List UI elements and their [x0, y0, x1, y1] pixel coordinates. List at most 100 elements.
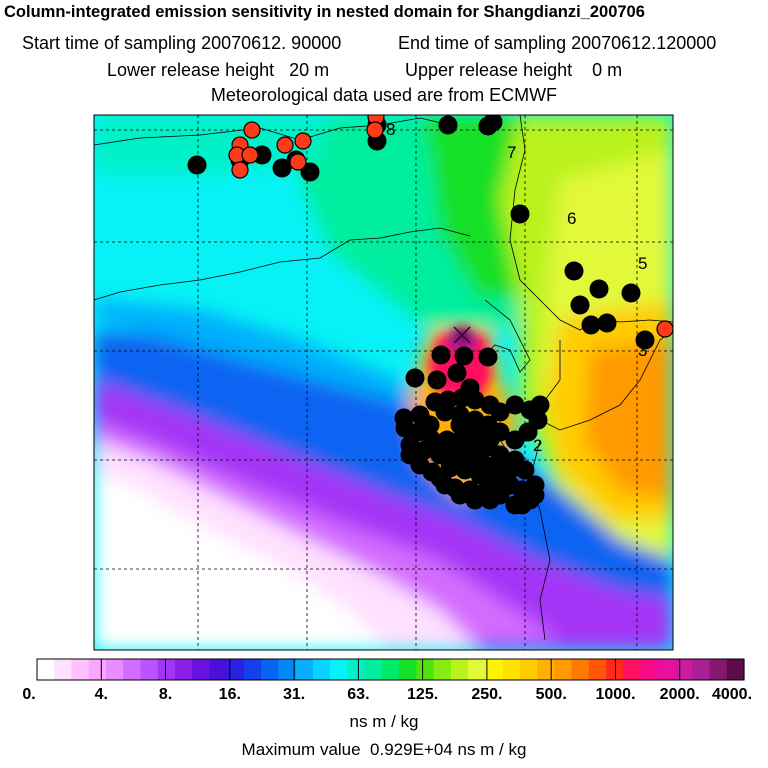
- particle-marker-black: [505, 430, 525, 450]
- colorbar-swatch: [140, 659, 159, 680]
- particle-marker-red: [231, 161, 249, 179]
- particle-marker-black: [581, 315, 601, 335]
- particle-marker-black: [505, 395, 525, 415]
- colorbar-swatch: [71, 659, 90, 680]
- particle-marker-black: [431, 345, 451, 365]
- colorbar-swatch: [37, 659, 55, 680]
- particle-marker-black: [465, 390, 485, 410]
- contour-label-8: 8: [386, 120, 395, 139]
- colorbar-swatch: [88, 659, 107, 680]
- particle-marker-black: [465, 490, 485, 510]
- particle-marker-black: [405, 368, 425, 388]
- particle-marker-black: [272, 158, 292, 178]
- colorbar-swatch: [157, 659, 176, 680]
- release-site-marker: [453, 326, 471, 344]
- particle-marker-black: [252, 145, 272, 165]
- colorbar-swatch: [243, 659, 262, 680]
- particle-marker-black: [447, 363, 467, 383]
- particle-marker-black: [512, 495, 532, 515]
- particle-marker-black: [635, 330, 655, 350]
- particle-marker-black: [435, 402, 455, 422]
- particle-marker-black: [454, 346, 474, 366]
- particle-marker-red: [243, 121, 261, 139]
- colorbar-swatch: [433, 659, 452, 680]
- colorbar-swatch: [692, 659, 711, 680]
- colorbar-unit: ns m / kg: [349, 712, 419, 731]
- colorbar-tick-label: 4000.: [712, 686, 752, 703]
- colorbar-swatch: [381, 659, 400, 680]
- particle-marker-black: [470, 465, 490, 485]
- particle-marker-black: [478, 347, 498, 367]
- colorbar-swatch: [399, 659, 417, 680]
- colorbar-swatch: [364, 659, 383, 680]
- colorbar-swatch: [485, 659, 504, 680]
- particle-marker-black: [485, 455, 505, 475]
- particle-marker-black: [438, 115, 458, 135]
- colorbar-swatch: [519, 659, 538, 680]
- particle-marker-black: [470, 450, 490, 470]
- colorbar-swatch: [709, 659, 728, 680]
- colorbar-tick-label: 31.: [283, 686, 305, 703]
- colorbar-tick-label: 16.: [219, 686, 241, 703]
- colorbar-swatch: [54, 659, 73, 680]
- max-value-label: Maximum value: [241, 740, 361, 759]
- colorbar-swatch: [588, 659, 607, 680]
- particle-marker-black: [422, 430, 442, 450]
- particle-marker-black: [300, 162, 320, 182]
- upper-value: 0 m: [592, 60, 623, 80]
- map-grid: [94, 115, 673, 650]
- colorbar-swatch: [450, 659, 469, 680]
- chart-title: Column-integrated emission sensitivity i…: [4, 3, 645, 21]
- particle-marker-black: [422, 462, 442, 482]
- particle-marker-black: [515, 460, 535, 480]
- particle-marker-black: [589, 279, 609, 299]
- colorbar-tick-label: 0.: [22, 686, 35, 703]
- colorbar-swatch: [502, 659, 521, 680]
- colorbar-swatch: [554, 659, 573, 680]
- colorbar-swatch: [537, 659, 555, 680]
- colorbar-swatch: [675, 659, 693, 680]
- particle-marker-black: [452, 428, 472, 448]
- particle-marker-black: [480, 430, 500, 450]
- contour-label-3: 3: [638, 341, 647, 360]
- colorbar-swatch: [726, 659, 745, 680]
- particle-marker-red: [289, 153, 307, 171]
- particle-marker-red: [294, 132, 312, 150]
- particle-marker-black: [465, 410, 485, 430]
- colorbar-swatch: [657, 659, 676, 680]
- particle-marker-black: [621, 283, 641, 303]
- particle-marker-red: [656, 320, 673, 338]
- particle-marker-red: [241, 146, 259, 164]
- colorbar-tick-label: 63.: [347, 686, 369, 703]
- particle-marker-black: [530, 395, 550, 415]
- particle-marker-black: [427, 370, 447, 390]
- particle-marker-black: [597, 313, 617, 333]
- end-label: End time of sampling: [398, 33, 567, 53]
- colorbar-tick-label: 250.: [471, 686, 502, 703]
- contour-labels: 8 7 6 5 3 2: [386, 120, 647, 455]
- particle-marker-black: [483, 115, 503, 132]
- particle-marker-black: [510, 204, 530, 224]
- particle-marker-black: [564, 261, 584, 281]
- colorbar-swatch: [295, 659, 314, 680]
- colorbar-tick-label: 500.: [536, 686, 567, 703]
- start-value: 20070612. 90000: [201, 33, 342, 53]
- red-markers: [228, 115, 673, 338]
- max-value: 0.929E+04 ns m / kg: [370, 740, 527, 759]
- colorbar-swatch: [416, 659, 435, 680]
- particle-marker-black: [500, 460, 520, 480]
- heatmap-field: 8 7 6 5 3 2: [94, 115, 673, 650]
- colorbar-swatch: [623, 659, 642, 680]
- colorbar-swatch: [640, 659, 659, 680]
- lower-value: 20 m: [289, 60, 330, 80]
- particle-marker-black: [570, 295, 590, 315]
- met-data-note: Meteorological data used are from ECMWF: [210, 85, 558, 105]
- particle-marker-black: [480, 490, 500, 510]
- colorbar-swatch: [468, 659, 486, 680]
- colorbar-tick-label: 1000.: [595, 686, 635, 703]
- contour-label-6: 6: [567, 209, 576, 228]
- colorbar-swatch: [606, 659, 624, 680]
- black-markers: [187, 115, 655, 515]
- lower-label: Lower release height: [107, 60, 275, 80]
